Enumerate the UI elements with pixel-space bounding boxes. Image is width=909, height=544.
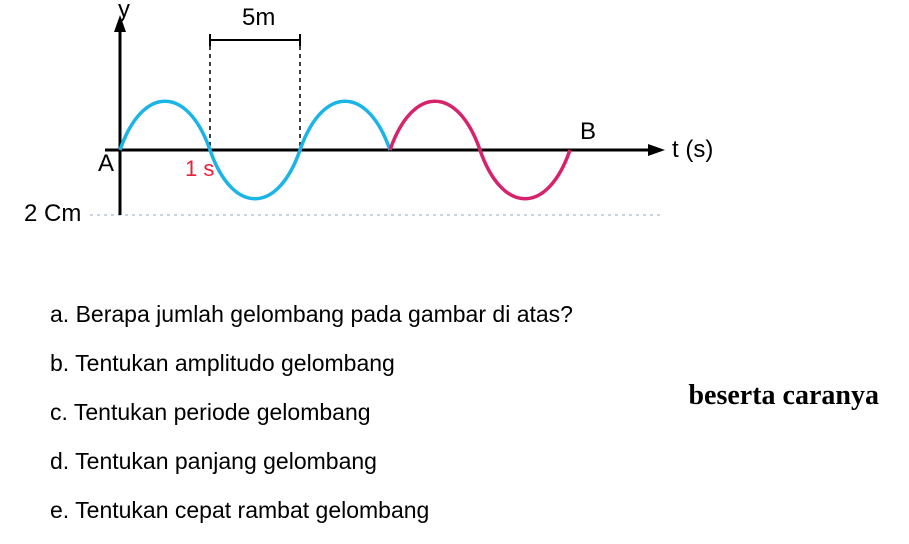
x-axis-arrow [648, 144, 665, 156]
question-e: e. Tentukan cepat rambat gelombang [50, 496, 870, 526]
questions-block: a. Berapa jumlah gelombang pada gambar d… [50, 300, 870, 544]
point-b-label: B [580, 118, 596, 146]
time-label: 1 s [185, 156, 214, 182]
point-a-label: A [98, 150, 114, 178]
question-d: d. Tentukan panjang gelombang [50, 447, 870, 477]
y-axis-label: y [118, 0, 130, 24]
wave-svg [60, 0, 760, 280]
question-b: b. Tentukan amplitudo gelombang [50, 349, 870, 379]
question-a: a. Berapa jumlah gelombang pada gambar d… [50, 300, 870, 330]
wave-chart: y 5m A B t (s) 1 s 2 Cm [60, 0, 760, 280]
side-note: beserta caranya [688, 380, 879, 412]
x-axis-label: t (s) [672, 136, 713, 164]
wavelength-label: 5m [242, 4, 275, 32]
amplitude-label: 2 Cm [24, 200, 81, 228]
